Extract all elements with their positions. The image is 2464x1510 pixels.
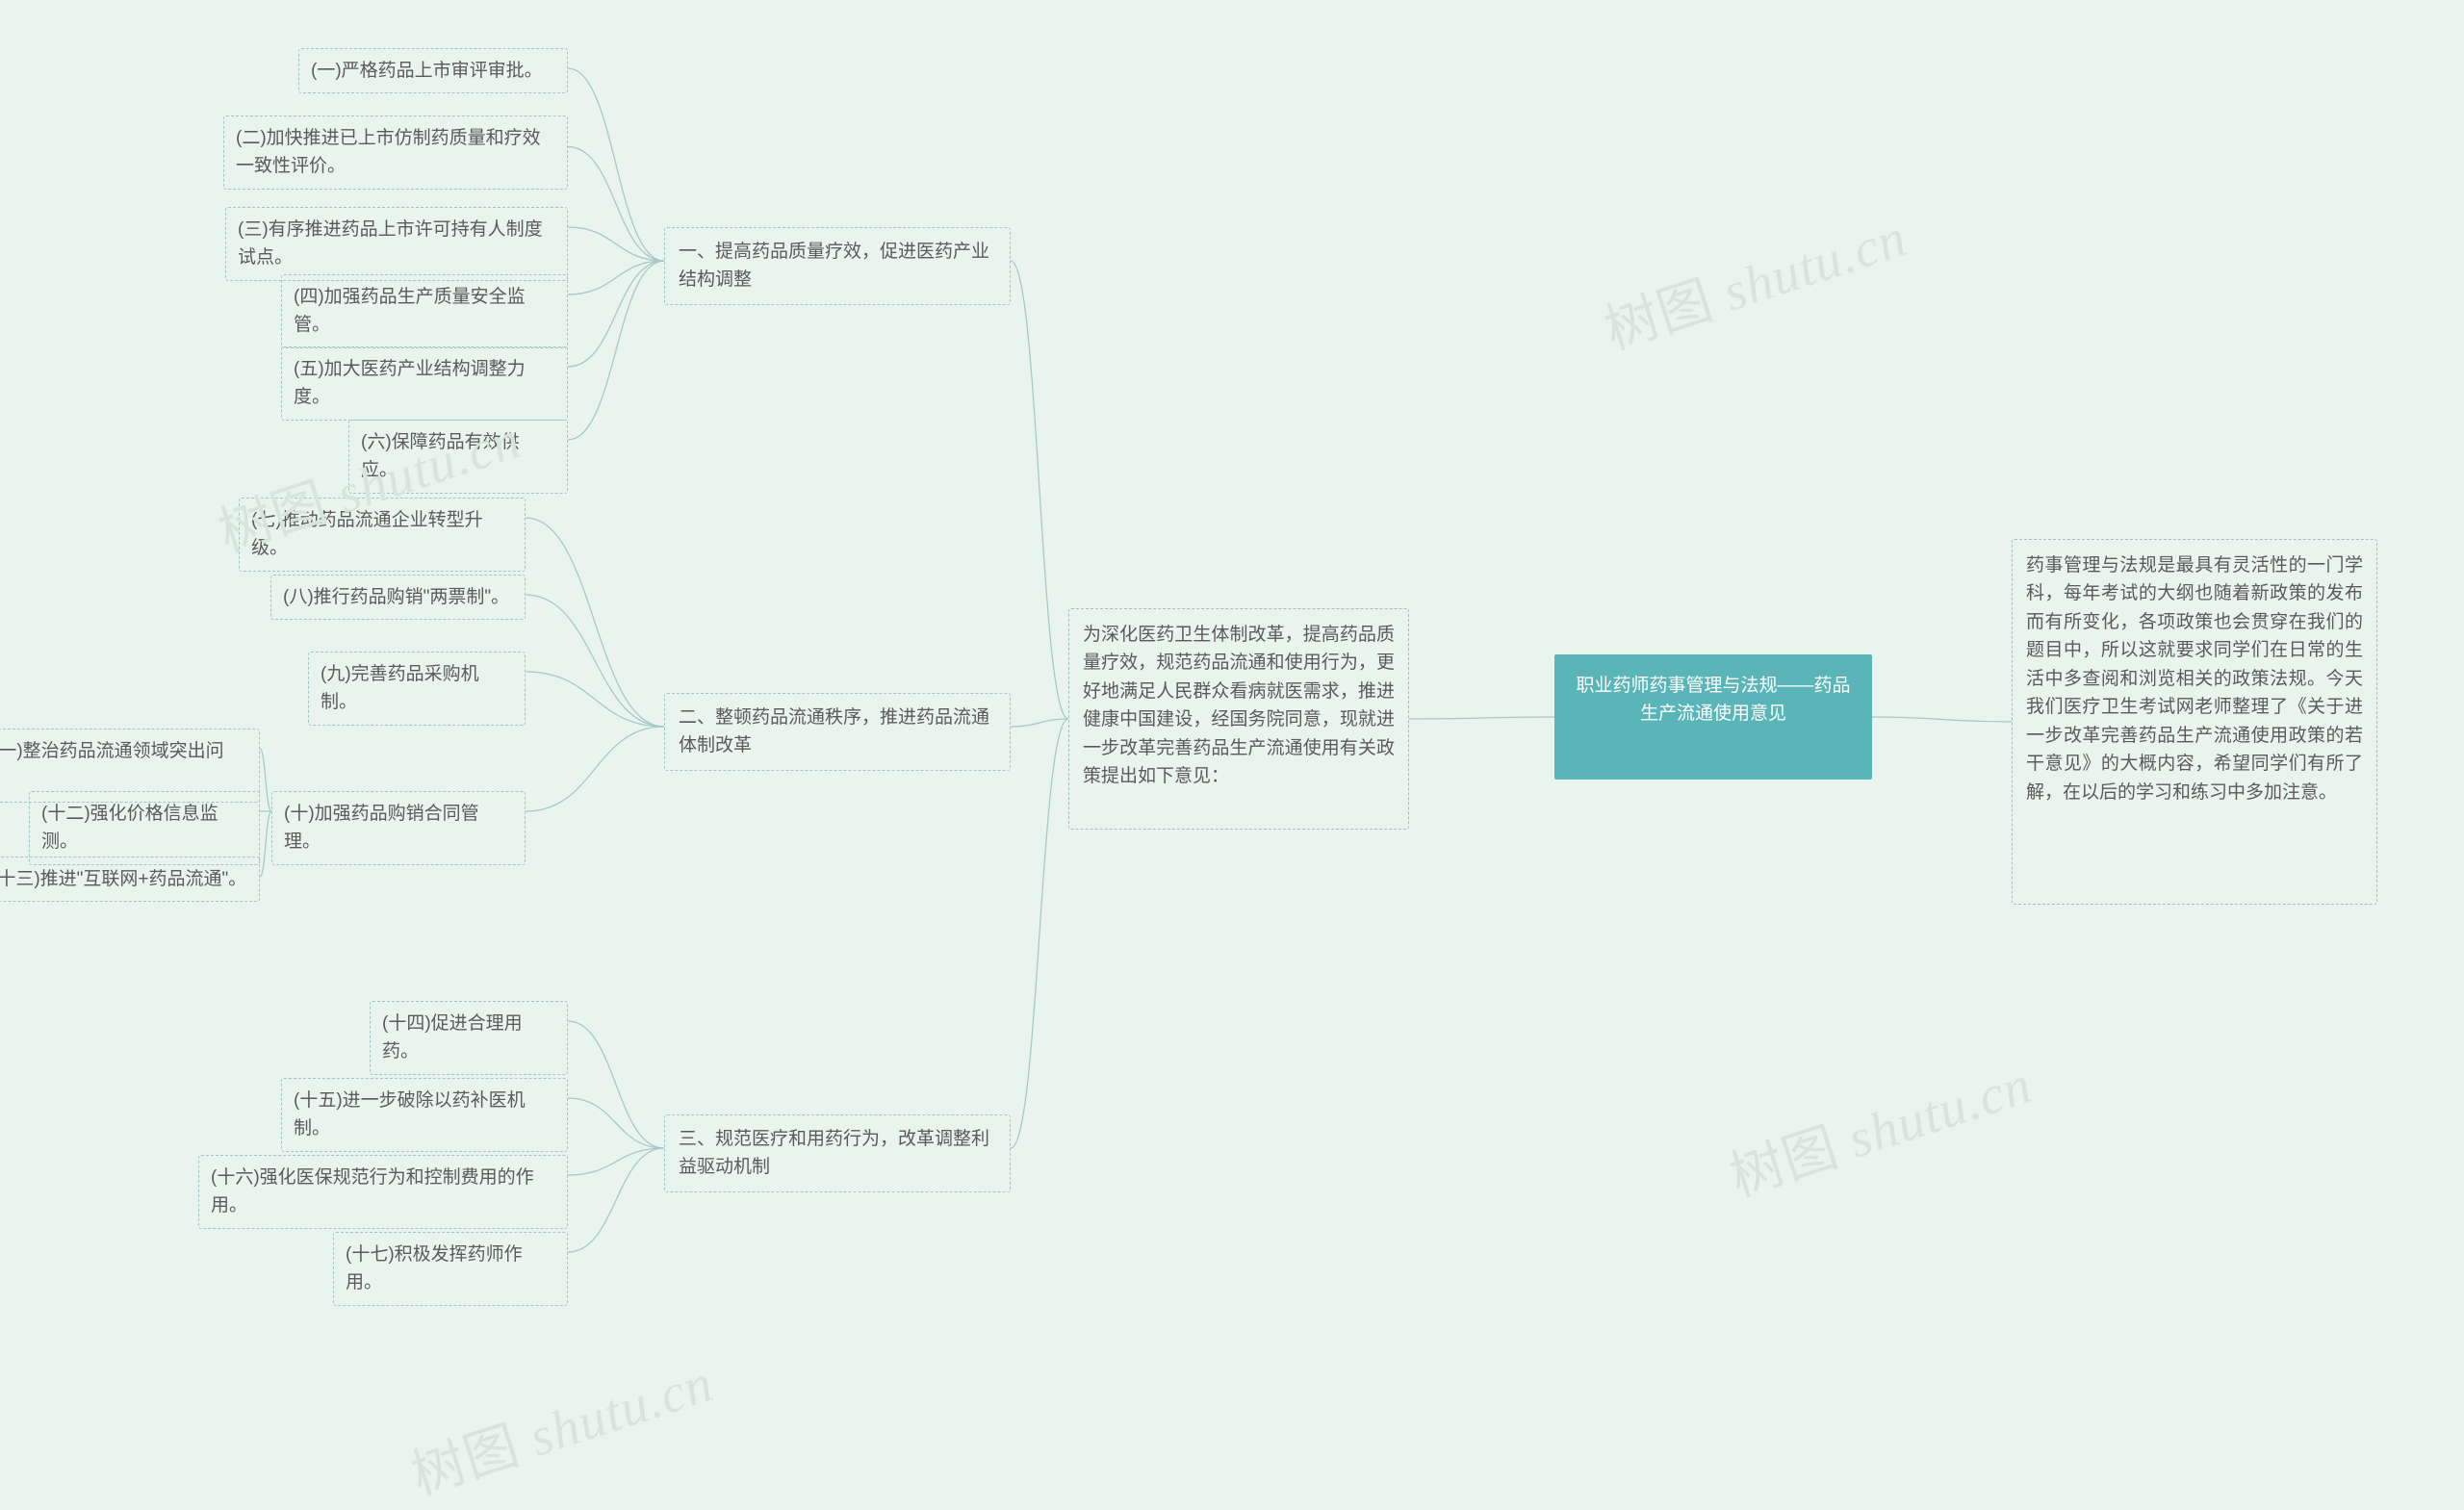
leaf-node: (六)保障药品有效供应。	[348, 420, 568, 494]
leaf-node: (十)加强药品购销合同管理。	[271, 791, 526, 865]
leaf-node: (八)推行药品购销"两票制"。	[270, 575, 526, 620]
leaf-node: (十四)促进合理用药。	[370, 1001, 568, 1075]
section-node: 二、整顿药品流通秩序，推进药品流通体制改革	[664, 693, 1011, 771]
leaf-node: (四)加强药品生产质量安全监管。	[281, 274, 568, 348]
leaf-node: (十七)积极发挥药师作用。	[333, 1232, 568, 1306]
leaf-node: (七)推动药品流通企业转型升级。	[239, 498, 526, 572]
section-node: 一、提高药品质量疗效，促进医药产业结构调整	[664, 227, 1011, 305]
leaf-node: (五)加大医药产业结构调整力度。	[281, 346, 568, 421]
leaf-node: (三)有序推进药品上市许可持有人制度试点。	[225, 207, 568, 281]
leaf-node: (十五)进一步破除以药补医机制。	[281, 1078, 568, 1152]
leaf-node: (十三)推进"互联网+药品流通"。	[0, 857, 260, 902]
left-paragraph: 为深化医药卫生体制改革，提高药品质量疗效，规范药品流通和使用行为，更好地满足人民…	[1068, 608, 1409, 830]
right-paragraph: 药事管理与法规是最具有灵活性的一门学科，每年考试的大纲也随着新政策的发布而有所变…	[2012, 539, 2377, 905]
section-node: 三、规范医疗和用药行为，改革调整利益驱动机制	[664, 1114, 1011, 1192]
leaf-node: (九)完善药品采购机制。	[308, 652, 526, 726]
leaf-node: (十六)强化医保规范行为和控制费用的作用。	[198, 1155, 568, 1229]
leaf-node: (二)加快推进已上市仿制药质量和疗效一致性评价。	[223, 115, 568, 190]
root-node: 职业药师药事管理与法规——药品生产流通使用意见	[1554, 654, 1872, 780]
leaf-node: (一)严格药品上市审评审批。	[298, 48, 568, 93]
leaf-node: (十二)强化价格信息监测。	[29, 791, 260, 865]
